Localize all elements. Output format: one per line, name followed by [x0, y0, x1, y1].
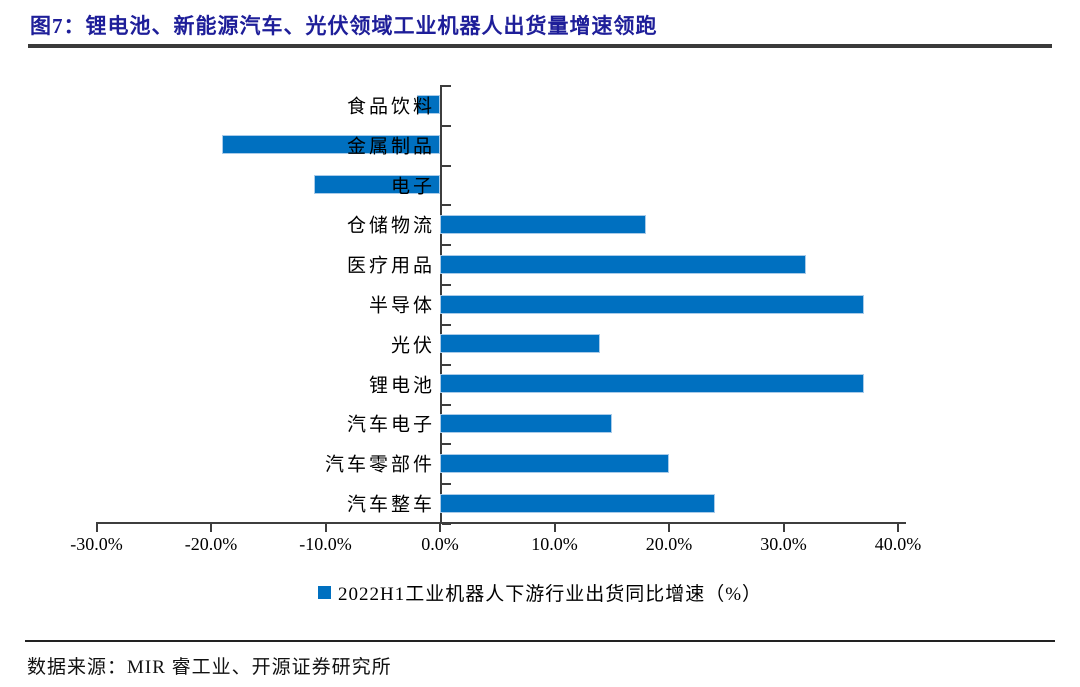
y-axis-tick	[442, 164, 451, 167]
bar	[440, 294, 864, 314]
category-label: 汽车整车	[346, 494, 435, 516]
bar	[440, 214, 647, 234]
bar	[222, 135, 440, 155]
bar	[417, 95, 440, 115]
x-axis-tick-label: -20.0%	[184, 534, 238, 554]
category-label: 光伏	[390, 335, 435, 357]
y-axis-tick	[442, 204, 451, 207]
bar	[440, 413, 612, 433]
footer-divider-line	[25, 640, 1055, 642]
x-axis-tick	[439, 524, 441, 532]
y-axis-tick	[442, 523, 451, 525]
x-axis-tick	[668, 524, 670, 532]
y-axis-tick	[442, 85, 451, 87]
bar	[440, 334, 601, 354]
x-axis-tick-label: 20.0%	[645, 534, 693, 554]
x-axis-line	[96, 522, 906, 524]
bar	[440, 374, 864, 394]
legend-label: 2022H1工业机器人下游行业出货同比增速（%）	[337, 584, 763, 605]
x-axis-tick	[210, 524, 212, 532]
y-axis-tick	[442, 443, 451, 446]
legend-swatch-icon	[317, 586, 331, 599]
category-label: 锂电池	[368, 375, 435, 397]
bar	[440, 453, 669, 473]
data-source-note: 数据来源：MIR 睿工业、开源证券研究所	[27, 657, 392, 678]
category-label: 医疗用品	[346, 255, 435, 277]
y-axis-tick	[442, 284, 451, 287]
category-label: 金属制品	[346, 136, 435, 158]
x-axis-tick-label: -10.0%	[299, 534, 352, 554]
y-axis-tick	[442, 244, 451, 247]
y-axis-tick	[442, 323, 451, 326]
x-axis-tick-label: 30.0%	[760, 534, 807, 554]
y-axis-tick	[442, 403, 451, 406]
bar	[440, 254, 807, 274]
x-axis-tick-label: 10.0%	[531, 534, 578, 554]
x-axis-tick	[95, 524, 98, 532]
x-axis-tick-label: 0.0%	[421, 534, 459, 554]
y-axis-tick	[442, 124, 451, 127]
y-axis-tick	[442, 483, 451, 486]
category-label: 汽车零部件	[324, 454, 435, 476]
category-label: 汽车电子	[346, 414, 435, 436]
figure-title: 图7：锂电池、新能源汽车、光伏领域工业机器人出货量增速领跑	[30, 14, 658, 38]
title-divider-line	[28, 44, 1052, 48]
chart-legend: 2022H1工业机器人下游行业出货同比增速（%）	[0, 579, 1080, 606]
x-axis-tick	[324, 524, 327, 532]
x-axis-tick	[897, 524, 899, 532]
x-axis-tick	[782, 524, 785, 532]
category-label: 仓储物流	[346, 215, 435, 237]
x-axis-tick-label: 40.0%	[874, 534, 922, 554]
bar	[314, 175, 440, 195]
x-axis-tick	[553, 524, 556, 532]
category-label: 电子	[390, 176, 435, 198]
y-axis-tick	[442, 363, 451, 366]
category-label: 半导体	[368, 295, 435, 317]
x-axis-tick-label: -30.0%	[70, 534, 123, 554]
bar	[440, 493, 715, 513]
category-label: 食品饮料	[346, 96, 435, 118]
